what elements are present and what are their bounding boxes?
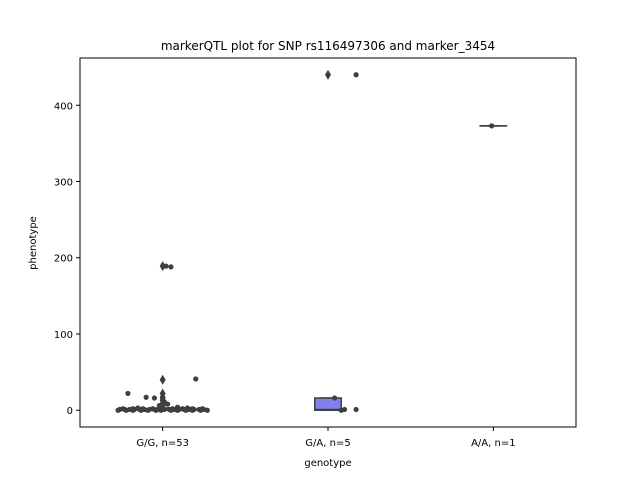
axes-frame (79, 57, 577, 428)
strip-point (130, 407, 136, 413)
strip-point (353, 72, 359, 78)
strip-point (153, 407, 159, 413)
strip-point (145, 407, 151, 413)
y-axis-label: phenotype (28, 216, 39, 270)
x-tick-label: G/G, n=53 (136, 438, 189, 449)
y-tick-label: 300 (54, 178, 73, 189)
strip-point (158, 407, 164, 413)
box-body (314, 397, 342, 411)
strip-point (332, 395, 338, 401)
strip-point (138, 407, 144, 413)
strip-point (489, 123, 495, 129)
strip-point (115, 407, 121, 413)
strip-point (156, 403, 162, 409)
strip-point (143, 394, 149, 400)
box-outlier (159, 374, 166, 385)
box-outlier (325, 69, 331, 80)
y-axis: 0 100 200 300 400 (54, 101, 80, 417)
strip-point (125, 390, 131, 397)
y-tick-label: 200 (54, 254, 73, 265)
strip-point (338, 407, 344, 413)
strip-point (183, 407, 189, 413)
x-tick-label: A/A, n=1 (471, 438, 516, 449)
strip-point (189, 407, 196, 413)
y-tick-label: 400 (54, 101, 73, 112)
strip-point (168, 264, 174, 270)
plot-area (115, 69, 508, 413)
strip-point (168, 407, 174, 413)
strip-point (163, 263, 169, 269)
strip-point (174, 407, 181, 413)
box-outlier (159, 261, 166, 272)
x-axis: G/G, n=53 G/A, n=5 A/A, n=1 (136, 427, 516, 449)
strip-point (123, 407, 129, 413)
strip-point (151, 395, 157, 401)
y-tick-label: 100 (54, 330, 73, 341)
strip-point (165, 401, 171, 407)
y-tick-label: 0 (67, 406, 73, 417)
strip-point (204, 407, 210, 413)
x-tick-label: G/A, n=5 (305, 438, 350, 449)
strip-point (198, 407, 204, 413)
strip-point (353, 406, 359, 413)
strip-point (193, 376, 199, 382)
x-axis-label: genotype (304, 458, 351, 469)
chart-title: markerQTL plot for SNP rs116497306 and m… (161, 39, 495, 53)
